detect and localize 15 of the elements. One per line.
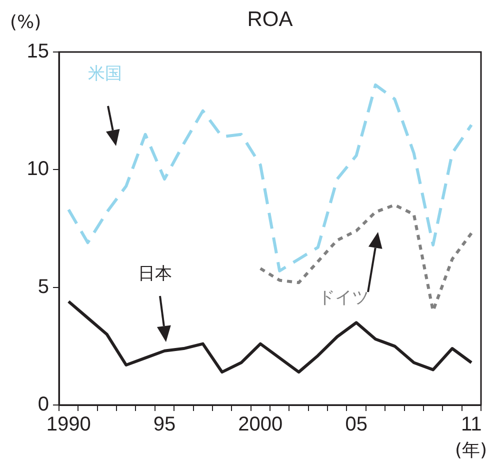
x-tick-label: 11	[461, 414, 482, 436]
chart-title: ROA	[247, 8, 293, 32]
y-tick-label: 5	[38, 276, 49, 298]
x-tick-label: 95	[153, 414, 176, 436]
x-tick-label: 2000	[238, 414, 283, 436]
y-tick-label: 0	[38, 394, 49, 416]
y-tick-label: 15	[26, 40, 49, 63]
y-tick-label: 10	[26, 158, 49, 180]
text: 米国	[88, 63, 122, 85]
x-tick-label: 1990	[46, 414, 91, 436]
series-label: ドイツ	[318, 287, 369, 309]
text: 日本	[138, 263, 172, 285]
x-tick-label: 05	[345, 414, 368, 436]
y-axis-title: (%)	[10, 12, 42, 33]
x-axis-title: (年)	[454, 439, 487, 462]
